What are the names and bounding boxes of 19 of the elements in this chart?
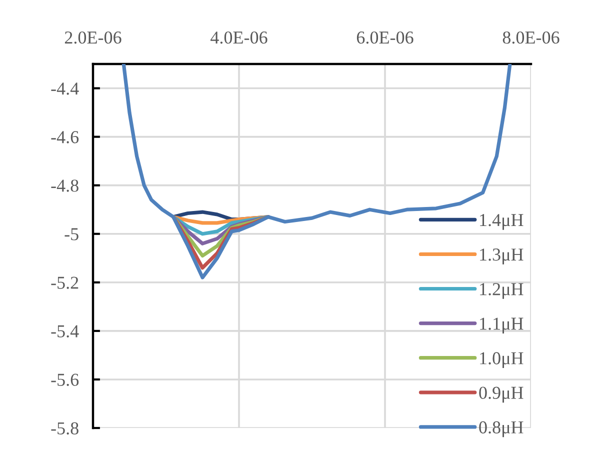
legend-label: 0.9μH: [479, 386, 524, 403]
y-tick-label: -5.2: [51, 276, 78, 289]
legend-label: 0.8μH: [479, 421, 524, 438]
legend-label: 1.4μH: [480, 214, 524, 230]
y-tick-label: -5.8: [51, 422, 78, 435]
y-tick-label: -4.8: [51, 180, 78, 192]
y-tick-label: -4.4: [51, 82, 79, 95]
legend-label: 1.3μH: [480, 248, 524, 264]
legend-label: 1.2μH: [480, 283, 524, 299]
y-tick-label: -5: [64, 228, 78, 240]
y-tick-label: -5.4: [51, 325, 79, 338]
x-tick-label: 8.0E-06: [502, 31, 560, 44]
x-tick-label: 6.0E-06: [356, 31, 414, 44]
legend-label: 1.1μH: [480, 318, 524, 334]
legend-label: 1.0μH: [480, 352, 524, 368]
y-tick-label: -4.6: [51, 131, 79, 144]
x-tick-label: 4.0E-06: [210, 31, 268, 44]
x-tick-label: 2.0E-06: [64, 31, 122, 44]
y-tick-label: -5.6: [51, 374, 79, 386]
